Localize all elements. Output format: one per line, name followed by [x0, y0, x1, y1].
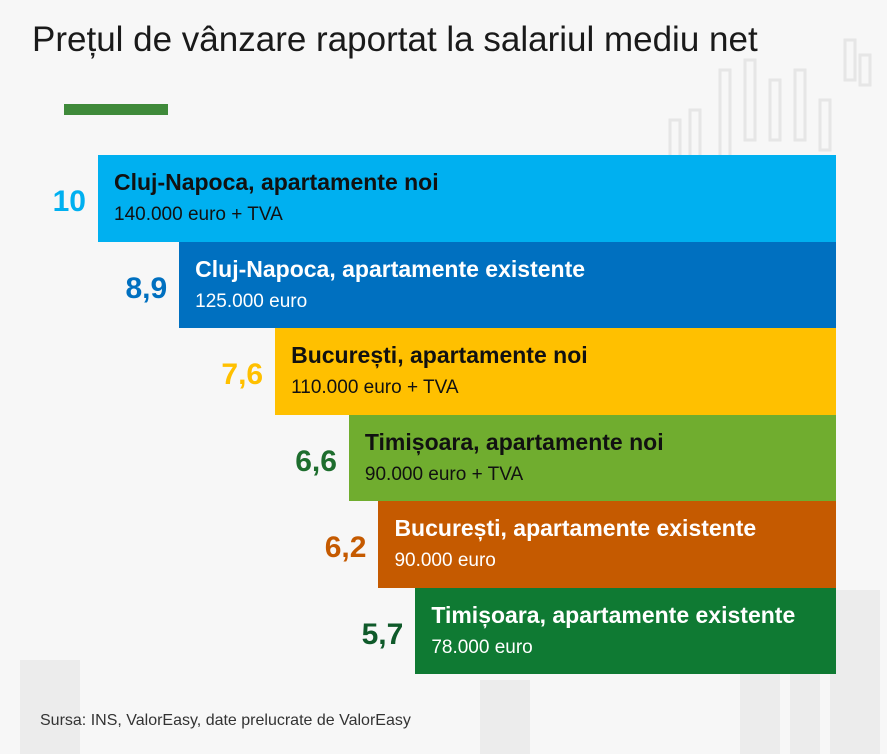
title-accent-bar [64, 104, 168, 115]
bar-sublabel: 140.000 euro + TVA [114, 204, 283, 225]
bar [98, 155, 836, 242]
bar [275, 328, 836, 415]
bar-value-label: 10 [52, 185, 86, 218]
bar-label: Timișoara, apartamente existente [431, 601, 796, 628]
source-note: Sursa: INS, ValorEasy, date prelucrate d… [40, 712, 411, 729]
bar [415, 587, 836, 674]
bar-label: București, apartamente noi [291, 342, 588, 368]
bar-sublabel: 78.000 euro [431, 636, 533, 658]
bar-value-label: 5,7 [361, 617, 404, 651]
bar-label: București, apartamente existente [394, 515, 757, 541]
bar-value-label: 6,2 [324, 531, 367, 564]
bar-value-label: 8,9 [125, 271, 168, 305]
bar [348, 414, 836, 501]
bar-sublabel: 110.000 euro + TVA [291, 377, 459, 398]
bar-label: Cluj-Napoca, apartamente existente [195, 255, 586, 282]
bar-label: Timișoara, apartamente noi [364, 428, 664, 455]
bar [378, 501, 836, 588]
bar-label: Cluj-Napoca, apartamente noi [114, 169, 439, 195]
chart-title: Prețul de vânzare raportat la salariul m… [32, 20, 758, 59]
bar [179, 241, 836, 328]
bar-sublabel: 125.000 euro [195, 290, 308, 312]
bar-value-label: 6,6 [295, 444, 337, 478]
bar-sublabel: 90.000 euro [394, 550, 496, 571]
bar-value-label: 7,6 [221, 358, 264, 391]
bar-sublabel: 90.000 euro + TVA [364, 463, 524, 485]
